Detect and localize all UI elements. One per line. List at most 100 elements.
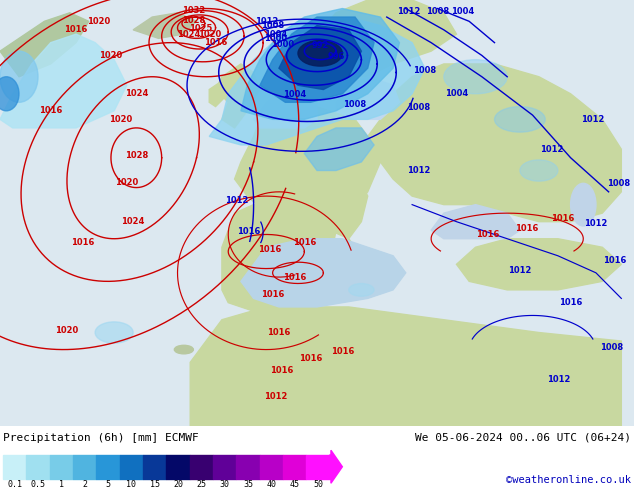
Bar [120, 455, 143, 479]
Text: 1016: 1016 [268, 328, 290, 337]
Polygon shape [368, 64, 621, 221]
Text: 1008: 1008 [407, 103, 430, 112]
Text: 1016: 1016 [552, 214, 574, 223]
Text: 996: 996 [327, 52, 345, 61]
Text: 10: 10 [126, 480, 136, 490]
Polygon shape [241, 239, 406, 307]
Text: 1012: 1012 [398, 7, 420, 17]
Text: 30: 30 [220, 480, 230, 490]
Text: 1020: 1020 [100, 51, 122, 60]
Text: 1008: 1008 [344, 100, 366, 109]
Bar [73, 455, 96, 479]
Polygon shape [241, 8, 399, 120]
Text: 1016: 1016 [283, 272, 306, 282]
Polygon shape [235, 102, 380, 221]
Text: 1016: 1016 [515, 223, 538, 233]
Text: 1012: 1012 [407, 166, 430, 175]
Text: 1024: 1024 [177, 30, 200, 40]
Bar [27, 455, 50, 479]
Text: 40: 40 [266, 480, 276, 490]
Text: 1016: 1016 [204, 38, 227, 47]
Polygon shape [456, 239, 621, 290]
Text: 1025: 1025 [190, 24, 212, 33]
Polygon shape [133, 13, 197, 38]
Text: 50: 50 [313, 480, 323, 490]
Bar [96, 455, 120, 479]
Text: 1016: 1016 [261, 290, 284, 298]
Text: 1004: 1004 [445, 89, 468, 98]
Text: Precipitation (6h) [mm] ECMWF: Precipitation (6h) [mm] ECMWF [3, 433, 199, 442]
Text: 992: 992 [311, 41, 329, 50]
Text: 1016: 1016 [71, 239, 94, 247]
Polygon shape [209, 17, 425, 145]
Text: 1012: 1012 [226, 196, 249, 205]
Bar [190, 455, 213, 479]
Text: 1024: 1024 [125, 89, 148, 98]
Polygon shape [209, 81, 228, 107]
Text: 15: 15 [150, 480, 160, 490]
Text: 1008: 1008 [261, 21, 284, 30]
Text: 1004: 1004 [283, 90, 306, 99]
Text: 1016: 1016 [65, 25, 87, 34]
FancyArrow shape [330, 450, 342, 483]
Text: 1016: 1016 [604, 256, 626, 265]
Text: 0.5: 0.5 [30, 480, 46, 490]
Text: 1020: 1020 [55, 326, 78, 335]
Polygon shape [431, 205, 520, 239]
Text: 1000: 1000 [271, 40, 294, 49]
Text: 1016: 1016 [39, 106, 62, 115]
Text: 1016: 1016 [559, 298, 582, 307]
Ellipse shape [298, 41, 342, 66]
Text: 1012: 1012 [264, 392, 287, 401]
Text: 0.1: 0.1 [8, 480, 22, 490]
Text: 1032: 1032 [182, 6, 205, 15]
Text: 1012: 1012 [548, 375, 571, 384]
Polygon shape [0, 34, 127, 128]
Text: 1008: 1008 [600, 343, 623, 352]
Text: 1008: 1008 [426, 7, 449, 17]
Text: 20: 20 [173, 480, 183, 490]
Text: We 05-06-2024 00..06 UTC (06+24): We 05-06-2024 00..06 UTC (06+24) [415, 433, 631, 442]
Text: 1004: 1004 [264, 29, 287, 39]
Text: 1012: 1012 [585, 220, 607, 228]
Text: 1016: 1016 [237, 227, 260, 236]
Text: 1016: 1016 [258, 245, 281, 254]
Bar [3, 455, 27, 479]
Text: 1012: 1012 [581, 115, 604, 124]
Polygon shape [336, 77, 399, 120]
Text: 1004: 1004 [451, 7, 474, 17]
Bar [283, 455, 306, 479]
Bar [166, 455, 190, 479]
Text: 1016: 1016 [477, 230, 500, 239]
Bar [213, 455, 236, 479]
Text: 45: 45 [290, 480, 300, 490]
Text: 1024: 1024 [122, 217, 145, 226]
Text: 1016: 1016 [299, 354, 322, 363]
Text: ©weatheronline.co.uk: ©weatheronline.co.uk [506, 475, 631, 485]
Bar [236, 455, 260, 479]
Polygon shape [260, 17, 374, 102]
Polygon shape [190, 307, 621, 426]
Polygon shape [342, 239, 368, 281]
Text: 1008: 1008 [413, 66, 436, 75]
Ellipse shape [349, 284, 374, 296]
Text: 1028: 1028 [182, 16, 205, 25]
Ellipse shape [0, 77, 19, 111]
Text: 1016: 1016 [331, 347, 354, 356]
Ellipse shape [95, 322, 133, 343]
Text: 1016: 1016 [271, 367, 294, 375]
Text: 1020: 1020 [87, 17, 110, 26]
Polygon shape [0, 13, 89, 77]
Text: 1008: 1008 [607, 179, 630, 188]
Text: 1012: 1012 [540, 145, 563, 154]
Text: 1000: 1000 [264, 34, 287, 43]
Ellipse shape [444, 60, 507, 94]
Bar [143, 455, 167, 479]
Text: 1012: 1012 [255, 17, 278, 26]
Text: 1020: 1020 [115, 178, 138, 187]
Text: 1: 1 [59, 480, 64, 490]
Text: 1020: 1020 [109, 115, 132, 124]
Ellipse shape [174, 345, 193, 354]
Ellipse shape [495, 107, 545, 132]
Bar [50, 455, 73, 479]
